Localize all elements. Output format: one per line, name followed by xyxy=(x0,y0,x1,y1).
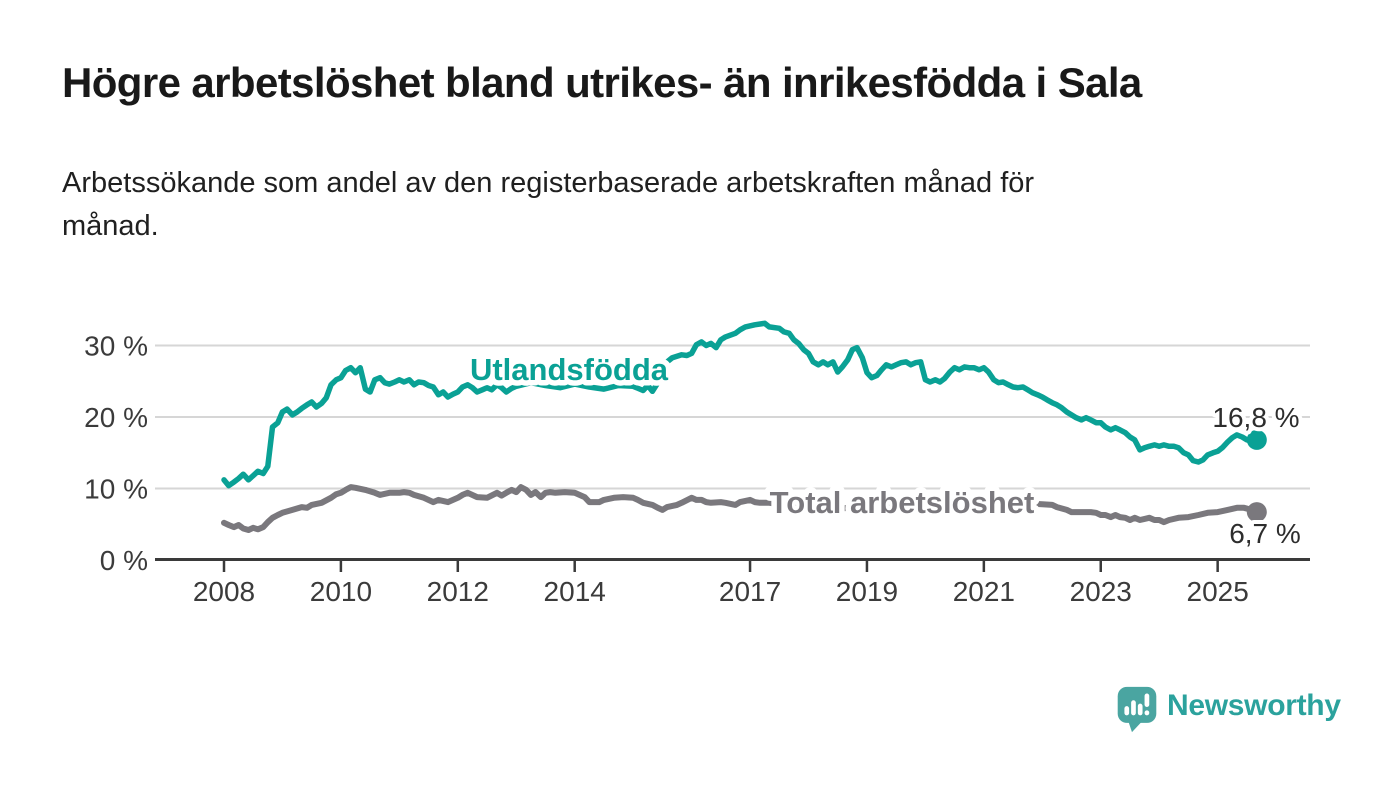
brand-name: Newsworthy xyxy=(1167,689,1341,722)
x-tick-label-2014: 2014 xyxy=(544,576,606,607)
y-tick-label-20: 20 % xyxy=(84,402,148,433)
end-value-label-total-arbetsloshet: 6,7 % xyxy=(1229,518,1301,549)
page-title: Högre arbetslöshet bland utrikes- än inr… xyxy=(62,59,1142,106)
subtitle-line-1: Arbetssökande som andel av den registerb… xyxy=(62,167,1035,199)
series-label-utlandsfodda: Utlandsfödda xyxy=(470,352,669,387)
end-dot-total-arbetsloshet xyxy=(1246,502,1267,523)
brand-logo: Newsworthy xyxy=(1116,686,1341,733)
chart-subtitle: Arbetssökande som andel av den registerb… xyxy=(62,162,1282,248)
y-tick-label-30: 30 % xyxy=(84,331,148,362)
x-tick-label-2012: 2012 xyxy=(427,576,489,607)
y-tick-label-10: 10 % xyxy=(84,474,148,505)
end-value-label-utlandsfodda: 16,8 % xyxy=(1212,402,1299,433)
x-tick-label-2025: 2025 xyxy=(1187,576,1249,607)
x-tick-label-2021: 2021 xyxy=(953,576,1015,607)
y-tick-label-0: 0 % xyxy=(100,545,148,576)
x-tick-label-2008: 2008 xyxy=(193,576,255,607)
series-line-total-arbetsloshet xyxy=(221,484,1260,533)
end-dot-utlandsfodda xyxy=(1246,429,1267,450)
x-tick-label-2017: 2017 xyxy=(719,576,781,607)
x-tick-label-2023: 2023 xyxy=(1070,576,1132,607)
x-tick-label-2019: 2019 xyxy=(836,576,898,607)
series-label-total-arbetsloshet: Total arbetslöshet xyxy=(770,485,1035,520)
x-tick-label-2010: 2010 xyxy=(310,576,372,607)
newsworthy-logo-icon xyxy=(1117,686,1157,733)
subtitle-line-2: månad. xyxy=(62,210,159,242)
series-line-utlandsfodda xyxy=(221,320,1260,489)
